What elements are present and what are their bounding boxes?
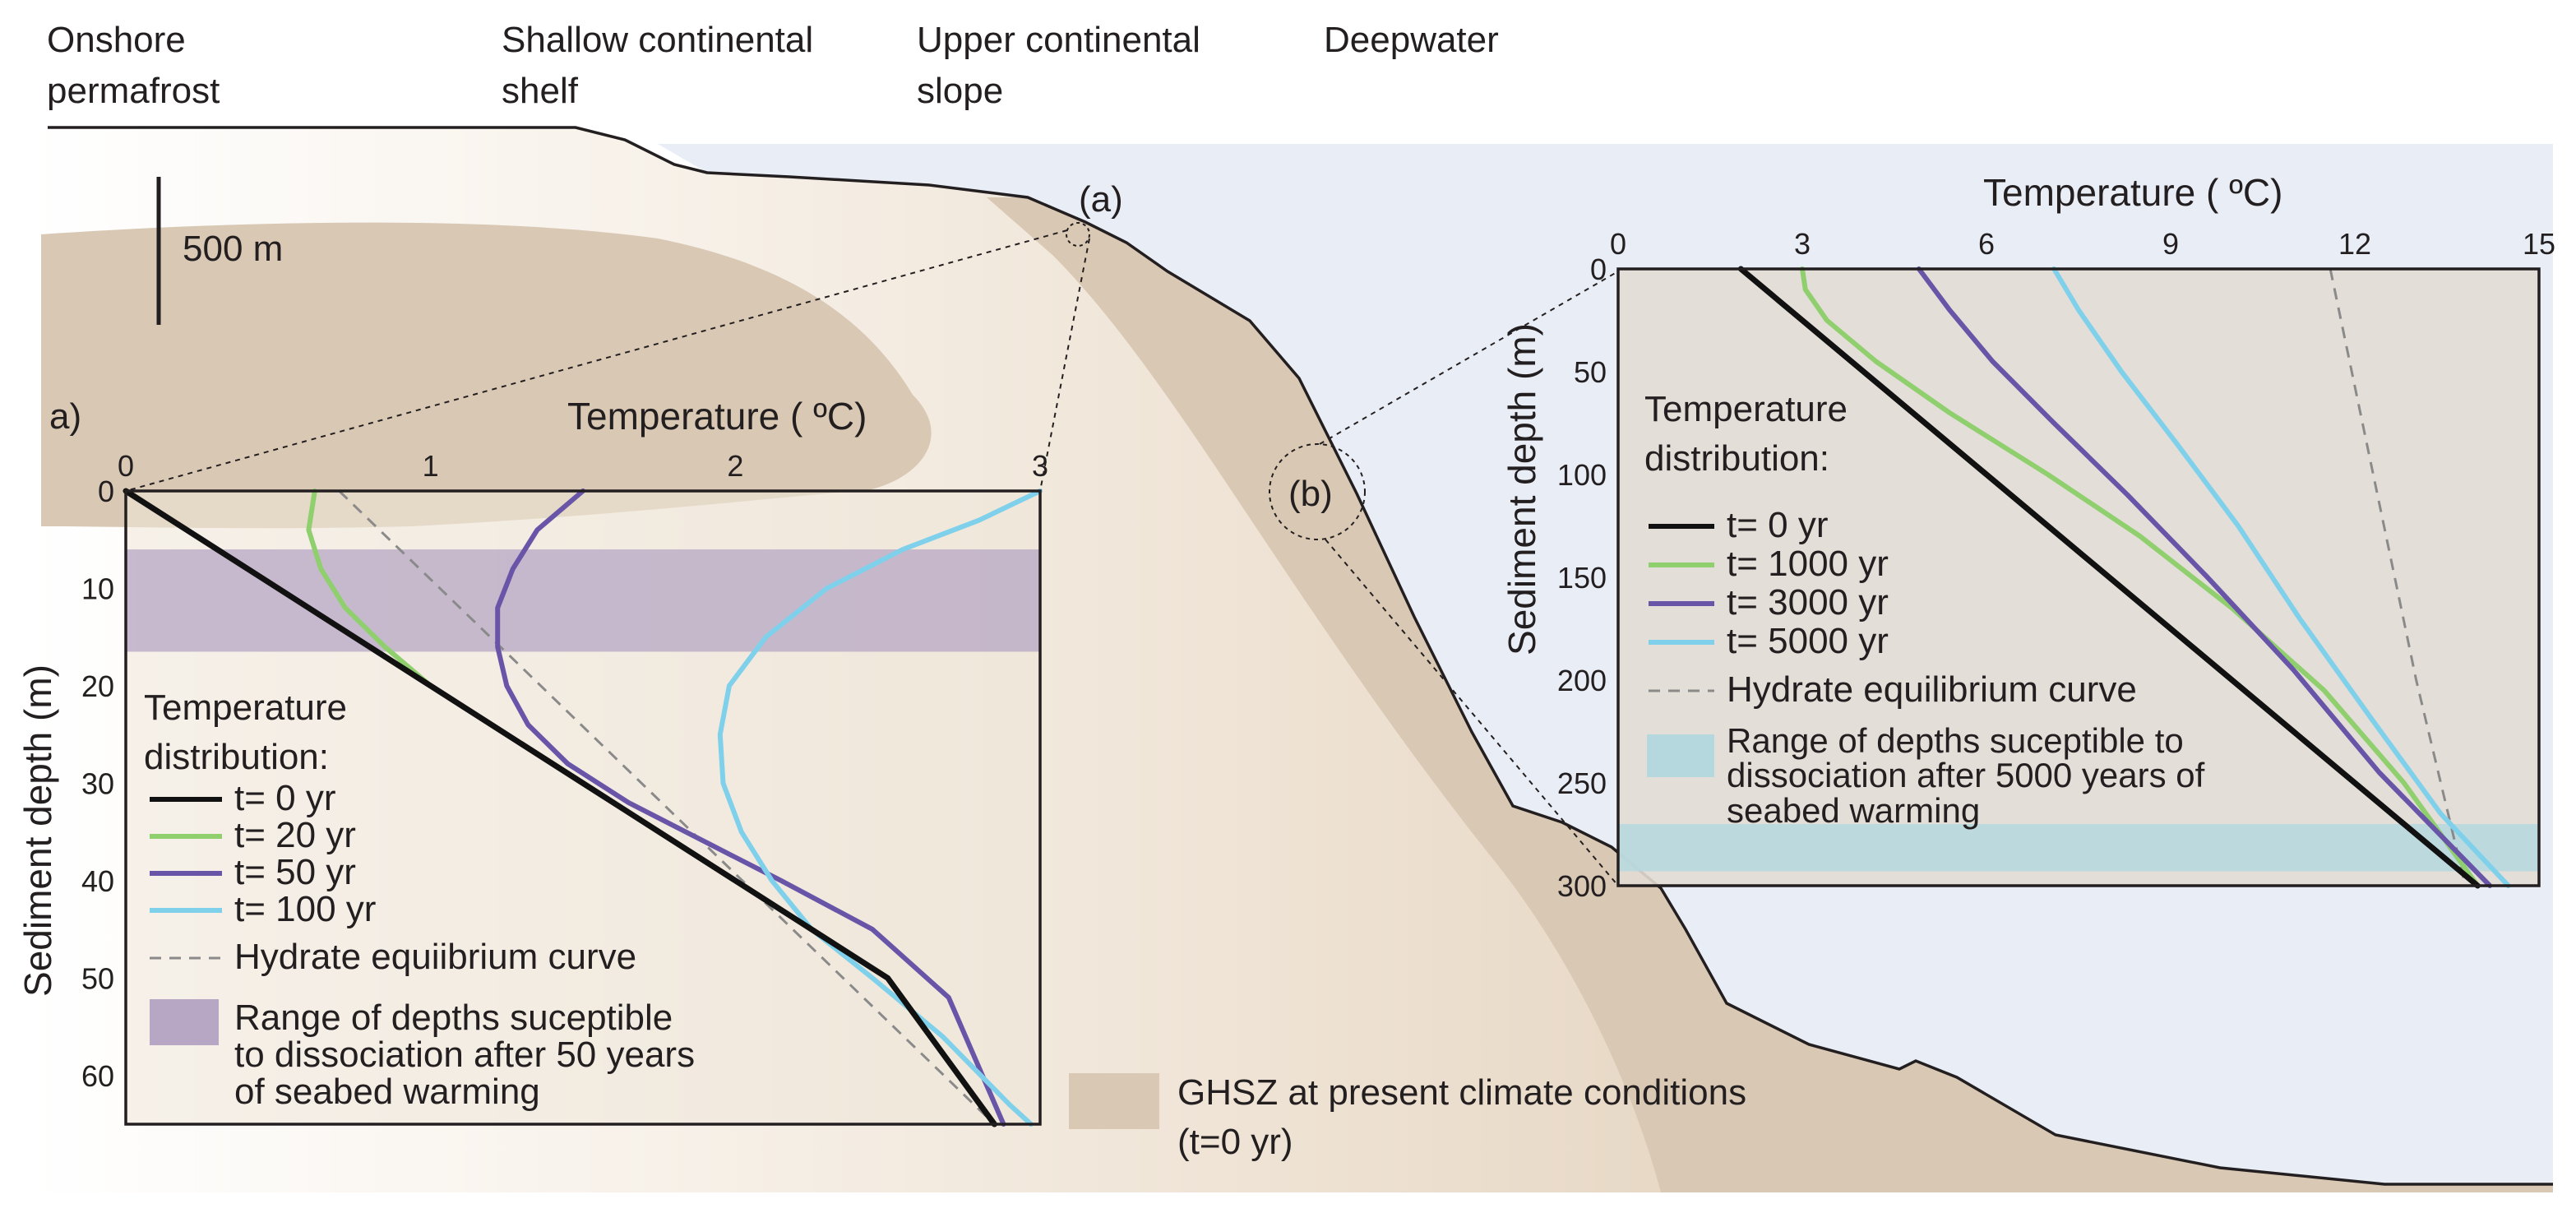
zone-label-deepwater: Deepwater — [1324, 20, 1499, 60]
panel-a-y-tick-label: 10 — [81, 572, 114, 605]
panel-b-series-0 — [1737, 266, 2481, 889]
panel-b-marks — [1737, 266, 2511, 889]
panel-b-y-tick-label: 300 — [1557, 869, 1607, 903]
zone-label-onshore: Onshore permafrost — [47, 20, 220, 111]
panel-b-xlabel: Temperature ( ºC) — [1983, 171, 2282, 214]
callout-circle-a — [1066, 222, 1090, 247]
connector-lines — [125, 229, 1619, 887]
panel-a-shaded-range — [126, 549, 1040, 652]
panel-b-y-tick-label: 200 — [1557, 664, 1607, 697]
panel-a-legend-range-1: Range of depths suceptible — [234, 998, 673, 1038]
callout-circle-b — [1269, 443, 1366, 540]
panel-a-series-2 — [495, 488, 1006, 1127]
panel-b-legend-range-2: dissociation after 5000 years of — [1727, 756, 2205, 794]
panel-a-xlabel: Temperature ( ºC) — [567, 395, 867, 438]
panel-b-legend-label-t0: t= 0 yr — [1727, 505, 1829, 545]
panel-b-hydrate-curve — [2329, 268, 2467, 887]
panel-b-legend-label-t2: t= 3000 yr — [1727, 582, 1889, 623]
panel-a-y-tick-label: 40 — [81, 864, 114, 898]
panel-a-legend-label-t0: t= 0 yr — [234, 778, 336, 818]
panel-a-frame — [124, 489, 1042, 1126]
panel-b-legend-title-1: Temperature — [1644, 389, 1848, 429]
panel-b-frame — [1616, 267, 2541, 887]
panel-b-legend-range-1: Range of depths suceptible to — [1727, 721, 2184, 760]
panel-a-legend: Temperature distribution: t= 0 yr t= 20 … — [144, 688, 695, 1112]
panel-b-legend-swatch-range — [1647, 734, 1714, 777]
panel-b-x-tick-label: 0 — [1610, 227, 1626, 261]
panel-a-x-tick-label: 0 — [118, 449, 134, 483]
scale-bar-label: 500 m — [183, 229, 284, 269]
panel-a-legend-label-hydrate: Hydrate equiibrium curve — [234, 937, 636, 977]
panel-b-legend-label-t3: t= 5000 yr — [1727, 621, 1889, 661]
panel-a-y-tick-label: 60 — [81, 1059, 114, 1093]
callout-label-a: (a) — [1079, 179, 1123, 220]
panel-a-legend-label-t2: t= 50 yr — [234, 852, 356, 892]
panel-a-x-tick-label: 3 — [1032, 449, 1048, 483]
panel-b-y-tick-label: 50 — [1574, 355, 1607, 389]
panel-a-y-tick-label: 50 — [81, 961, 114, 995]
panel-b-series-1 — [1800, 266, 2481, 888]
panel-a-legend-title-1: Temperature — [144, 688, 347, 728]
panel-a-y-tick-label: 20 — [81, 669, 114, 703]
panel-a-ylabel: Sediment depth (m) — [16, 664, 59, 997]
panel-a-x-tick-label: 2 — [727, 449, 743, 483]
panel-a-marks — [123, 488, 1043, 1127]
ghsz-wedge — [987, 197, 2553, 1192]
panel-a-y-tick-label: 0 — [98, 475, 114, 508]
panel-b-shaded-range — [1618, 824, 2539, 872]
panel-a-legend-range-2: to dissociation after 50 years — [234, 1035, 695, 1075]
ghsz-legend-label-1: GHSZ at present climate conditions — [1177, 1072, 1747, 1113]
panel-b-x-tick-label: 15 — [2523, 227, 2555, 261]
panel-b-legend-label-t1: t= 1000 yr — [1727, 544, 1889, 584]
panel-a-legend-label-t1: t= 20 yr — [234, 815, 356, 855]
panel-b-series-3 — [2051, 266, 2511, 888]
panel-a-letter: a) — [49, 396, 82, 437]
panel-b-legend-label-hydrate: Hydrate equilibrium curve — [1727, 669, 2137, 710]
panel-b-y-tick-label: 100 — [1557, 458, 1607, 492]
panel-b-x-tick-label: 9 — [2162, 227, 2179, 261]
panel-b-y-tick-label: 150 — [1557, 561, 1607, 595]
permafrost-zone — [41, 222, 932, 529]
zone-label-shelf: Shallow continental shelf — [502, 20, 814, 111]
panel-b-x-tick-label: 12 — [2338, 227, 2371, 261]
panel-a-y-tick-label: 30 — [81, 766, 114, 800]
panel-b-legend-range-3: seabed warming — [1727, 791, 1980, 830]
panel-b-legend: Temperature distribution: t= 0 yr t= 100… — [1644, 389, 2205, 830]
panel-a-legend-swatch-range — [150, 999, 219, 1045]
panel-b-x-tick-label: 6 — [1978, 227, 1995, 261]
panel-a-x-tick-label: 1 — [423, 449, 439, 483]
callout-label-b: (b) — [1288, 474, 1333, 514]
panel-a-hydrate-curve — [338, 489, 996, 1126]
panel-a-legend-label-t3: t= 100 yr — [234, 889, 376, 929]
panel-b-series-2 — [1916, 266, 2493, 888]
ghsz-legend-swatch — [1069, 1073, 1159, 1129]
panel-b-y-tick-label: 250 — [1557, 766, 1607, 800]
panel-b-plot-area — [1618, 269, 2539, 886]
ghsz-legend-label-2: (t=0 yr) — [1177, 1122, 1293, 1162]
panel-a-series-0 — [123, 488, 997, 1127]
seabed-line — [48, 126, 2553, 1186]
panel-b-legend-title-2: distribution: — [1644, 438, 1829, 479]
panel-a-legend-title-2: distribution: — [144, 737, 329, 777]
panel-b-x-tick-label: 3 — [1794, 227, 1811, 261]
zone-label-slope: Upper continental slope — [917, 20, 1200, 111]
panel-b-ylabel: Sediment depth (m) — [1501, 323, 1543, 655]
panel-a-legend-range-3: of seabed warming — [234, 1072, 540, 1112]
panel-b-y-tick-label: 0 — [1590, 252, 1607, 286]
